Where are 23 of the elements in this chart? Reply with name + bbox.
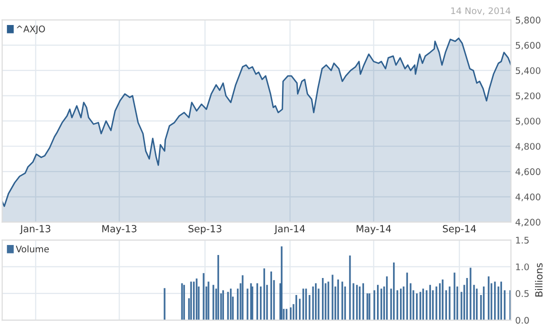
x-tick-label: May-13 xyxy=(102,224,136,234)
x-tick-label: May-14 xyxy=(356,225,392,234)
y-tick-label: 5,600 xyxy=(516,42,540,50)
text: 14 Nov, 2014 xyxy=(451,7,510,16)
x-tick-label: Jan-14 xyxy=(274,225,305,234)
y-tick-label: 5,200 xyxy=(516,92,540,100)
y-tick-label: 5,400 xyxy=(516,67,540,75)
y-tick-label: 0.5 xyxy=(516,290,529,297)
y-tick-label: 1.0 xyxy=(516,263,529,270)
x-tick-label: Sep-14 xyxy=(442,224,476,234)
y-tick-label: 5,800 xyxy=(516,16,540,24)
y-tick-label: 4,200 xyxy=(516,218,540,227)
x-tick-label: Sep-13 xyxy=(188,224,222,234)
y-tick-label: 4,400 xyxy=(516,194,540,202)
y-tick-label: 1.5 xyxy=(516,236,529,244)
legend-label: Volume xyxy=(16,245,49,252)
x-tick-label: Jan-13 xyxy=(20,224,50,234)
y-axis-title: Billions xyxy=(535,263,543,296)
y-tick-label: 5,000 xyxy=(516,118,540,126)
y-tick-label: 4,800 xyxy=(516,142,540,151)
y-tick-label: 4,600 xyxy=(516,168,540,176)
y-tick-label: 0.0 xyxy=(516,316,529,324)
legend-label: ^AXJO xyxy=(16,26,45,34)
